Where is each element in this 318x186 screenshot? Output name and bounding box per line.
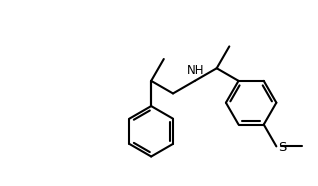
Text: NH: NH: [187, 65, 204, 77]
Text: S: S: [278, 141, 287, 154]
